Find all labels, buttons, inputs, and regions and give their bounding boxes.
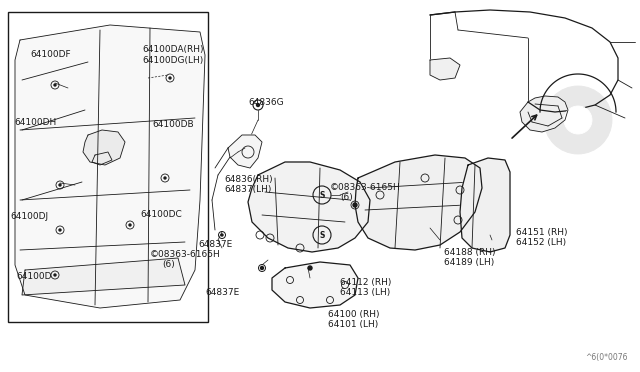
Text: 64101 (LH): 64101 (LH) <box>328 320 378 329</box>
Bar <box>8 12 208 322</box>
Circle shape <box>164 177 166 179</box>
Text: S: S <box>319 231 324 240</box>
Polygon shape <box>22 258 185 295</box>
Text: 64152 (LH): 64152 (LH) <box>516 238 566 247</box>
Text: 64100 (RH): 64100 (RH) <box>328 310 380 319</box>
Circle shape <box>54 84 56 86</box>
Text: 64100DB: 64100DB <box>152 120 194 129</box>
Circle shape <box>308 266 312 270</box>
Text: 64837E: 64837E <box>205 288 239 297</box>
Text: 64100DH: 64100DH <box>14 118 56 127</box>
Text: ©08363-6165H: ©08363-6165H <box>330 183 401 192</box>
Circle shape <box>353 203 357 207</box>
Text: 64112 (RH): 64112 (RH) <box>340 278 392 287</box>
Text: ©08363-6165H: ©08363-6165H <box>150 250 221 259</box>
Circle shape <box>260 266 264 269</box>
Circle shape <box>257 103 259 106</box>
Circle shape <box>221 234 223 236</box>
Text: 64100DF: 64100DF <box>30 50 70 59</box>
Polygon shape <box>272 262 358 308</box>
Text: 64100DA(RH): 64100DA(RH) <box>142 45 204 54</box>
Polygon shape <box>248 162 370 252</box>
Text: 64151 (RH): 64151 (RH) <box>516 228 568 237</box>
Text: 64836G: 64836G <box>248 98 284 107</box>
Circle shape <box>169 77 171 79</box>
Circle shape <box>544 86 612 154</box>
Polygon shape <box>15 25 205 308</box>
Circle shape <box>54 274 56 276</box>
Circle shape <box>59 229 61 231</box>
Polygon shape <box>228 135 262 168</box>
Polygon shape <box>83 130 125 165</box>
Text: 64100D: 64100D <box>16 272 51 281</box>
Text: 64100DG(LH): 64100DG(LH) <box>142 56 204 65</box>
Text: 64837(LH): 64837(LH) <box>224 185 271 194</box>
Text: 64188 (RH): 64188 (RH) <box>444 248 495 257</box>
Polygon shape <box>460 158 510 252</box>
Text: (6): (6) <box>162 260 175 269</box>
Text: 64189 (LH): 64189 (LH) <box>444 258 494 267</box>
Circle shape <box>564 106 592 134</box>
Text: (6): (6) <box>340 193 353 202</box>
Polygon shape <box>520 96 568 132</box>
Text: 64837E: 64837E <box>198 240 232 249</box>
Text: 64836(RH): 64836(RH) <box>224 175 273 184</box>
Polygon shape <box>355 155 482 250</box>
Circle shape <box>59 184 61 186</box>
Text: 64113 (LH): 64113 (LH) <box>340 288 390 297</box>
Text: ^6(0*0076: ^6(0*0076 <box>586 353 628 362</box>
Text: 64100DJ: 64100DJ <box>10 212 48 221</box>
Circle shape <box>129 224 131 226</box>
Text: 64100DC: 64100DC <box>140 210 182 219</box>
Text: S: S <box>319 190 324 199</box>
Polygon shape <box>430 58 460 80</box>
